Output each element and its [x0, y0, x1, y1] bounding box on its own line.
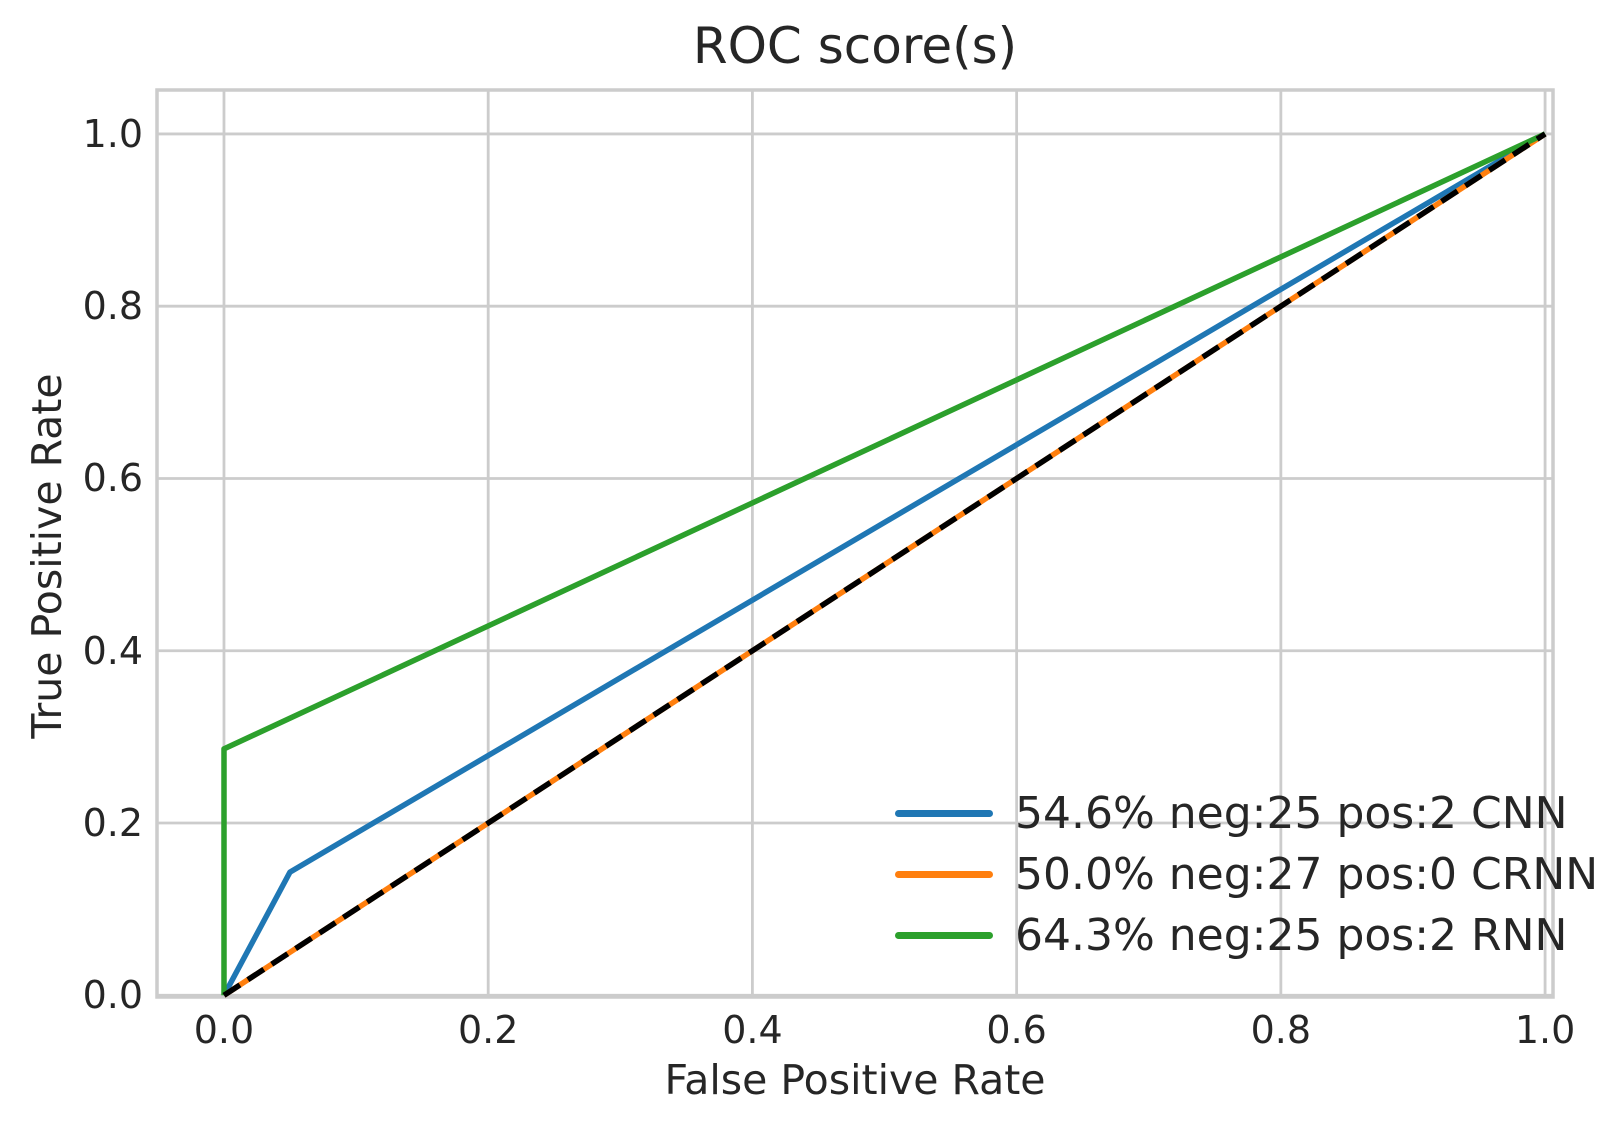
- x-tick-label: 1.0: [1514, 1008, 1576, 1052]
- legend-label-crnn: 50.0% neg:27 pos:0 CRNN: [1015, 849, 1599, 900]
- legend-label-rnn: 64.3% neg:25 pos:2 RNN: [1015, 910, 1568, 961]
- y-tick-label: 0.2: [82, 801, 143, 845]
- y-axis-label: True Positive Rate: [23, 373, 71, 739]
- axes-border: [155, 88, 1555, 999]
- legend-item-rnn: 64.3% neg:25 pos:2 RNN: [895, 905, 1598, 966]
- y-tick-label: 0.6: [82, 456, 143, 501]
- x-tick-label: 0.8: [1250, 1008, 1312, 1052]
- legend-item-cnn: 54.6% neg:25 pos:2 CNN: [895, 783, 1598, 844]
- legend-line-sample-cnn: [895, 810, 993, 817]
- x-tick-label: 0.6: [986, 1008, 1047, 1052]
- legend-line-sample-crnn: [895, 871, 993, 878]
- x-tick-label: 0.4: [722, 1008, 783, 1052]
- y-tick-label: 0.4: [82, 628, 143, 673]
- y-tick-label: 0.0: [82, 973, 143, 1018]
- roc-curve-cnn: [221, 131, 1547, 997]
- y-tick-label: 0.8: [82, 284, 143, 329]
- y-tick-label: 1.0: [82, 111, 143, 156]
- chart-title: ROC score(s): [692, 17, 1018, 75]
- legend-item-crnn: 50.0% neg:27 pos:0 CRNN: [895, 844, 1598, 905]
- x-tick-label: 0.0: [193, 1008, 255, 1052]
- roc-curve-rnn: [221, 131, 1547, 996]
- chance-diagonal-line: [222, 131, 1547, 998]
- legend-line-sample-rnn: [895, 932, 993, 939]
- legend: 54.6% neg:25 pos:2 CNN 50.0% neg:27 pos:…: [895, 783, 1598, 966]
- x-axis-label: False Positive Rate: [664, 1056, 1046, 1104]
- legend-label-cnn: 54.6% neg:25 pos:2 CNN: [1015, 788, 1568, 839]
- x-tick-label: 0.2: [457, 1008, 519, 1052]
